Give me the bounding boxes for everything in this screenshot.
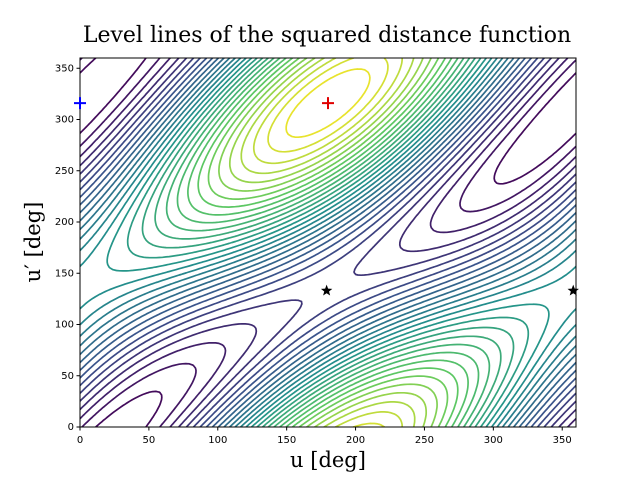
x-tick-label: 0 (77, 435, 83, 446)
x-tick-label: 300 (484, 435, 503, 446)
x-tick-label: 50 (143, 435, 156, 446)
chart-title: Level lines of the squared distance func… (83, 23, 571, 48)
y-tick-label: 200 (55, 217, 74, 228)
contour-line (252, 58, 404, 427)
contour-line (165, 58, 491, 427)
contour-line (187, 58, 469, 427)
x-tick-label: 200 (346, 435, 365, 446)
contour-line (126, 58, 530, 427)
contour-line (80, 58, 576, 427)
contour-line (207, 58, 449, 427)
contour-line (80, 58, 576, 427)
contour-line (80, 58, 576, 427)
y-tick-label: 50 (61, 371, 74, 382)
contour-line (240, 58, 416, 427)
contour-line (80, 58, 576, 427)
y-tick-label: 350 (55, 63, 74, 74)
y-tick-label: 0 (68, 422, 74, 433)
contour-line (197, 58, 459, 427)
x-tick-label: 250 (415, 435, 434, 446)
x-tick-label: 150 (277, 435, 296, 446)
contours (80, 58, 576, 427)
star-marker (567, 284, 579, 296)
contour-line (218, 58, 438, 427)
y-axis-label: u′ [deg] (21, 202, 45, 283)
contour-line (80, 58, 576, 427)
contour-line (80, 58, 576, 427)
plus-marker (74, 97, 86, 110)
contour-line (80, 58, 576, 427)
y-tick-label: 100 (55, 320, 74, 331)
contour-line (176, 58, 480, 427)
contour-line (285, 68, 371, 139)
contour-line (141, 58, 515, 427)
x-tick-label: 350 (553, 435, 572, 446)
contour-line (154, 58, 502, 427)
contour-line (106, 58, 550, 427)
y-tick-label: 250 (55, 166, 74, 177)
star-marker (320, 284, 333, 296)
x-tick-label: 100 (208, 435, 227, 446)
y-tick-label: 300 (55, 115, 74, 126)
plot-frame (79, 57, 577, 428)
y-tick-label: 150 (55, 268, 74, 279)
contour-line (80, 58, 576, 427)
contour-line (228, 58, 428, 427)
x-axis-label: u [deg] (290, 448, 366, 472)
plus-marker (322, 97, 334, 110)
contour-line (80, 58, 576, 427)
contour-line (80, 58, 576, 427)
contour-line (80, 58, 576, 427)
